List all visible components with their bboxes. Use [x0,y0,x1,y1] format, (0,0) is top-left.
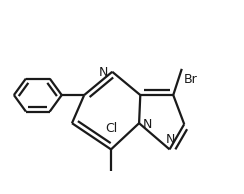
Text: Br: Br [184,73,198,86]
Text: N: N [143,118,152,131]
Text: N: N [166,133,175,146]
Text: Cl: Cl [105,122,117,135]
Text: N: N [99,66,108,79]
